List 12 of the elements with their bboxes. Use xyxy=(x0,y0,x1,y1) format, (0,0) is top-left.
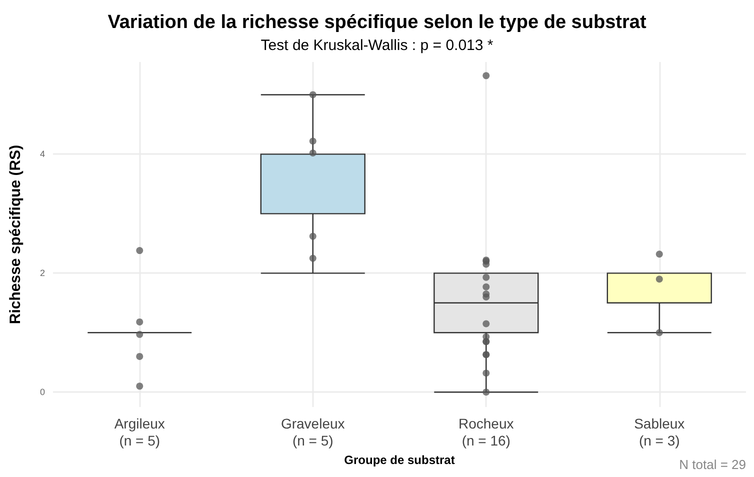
text: N total = 29 xyxy=(679,457,746,472)
x-tick-label: Sableux (n = 3) xyxy=(634,416,685,448)
x-axis-title: Groupe de substrat xyxy=(344,452,455,467)
x-tick-label: Argileux (n = 5) xyxy=(114,416,165,448)
y-tick-label: 0 xyxy=(40,387,45,398)
y-tick-label: 2 xyxy=(40,268,45,278)
chart-title: Variation de la richesse spécifique selon le type de substrat xyxy=(108,12,647,33)
x-tick-label: Graveleux (n = 5) xyxy=(280,416,345,448)
y-tick-label: 4 xyxy=(40,149,45,160)
x-tick-label: Rocheux (n = 16) xyxy=(458,416,514,448)
y-axis-title: Richesse spécifique (RS) xyxy=(7,144,24,324)
chart-subtitle: Test de Kruskal-Wallis : p = 0.013 * xyxy=(260,37,494,54)
